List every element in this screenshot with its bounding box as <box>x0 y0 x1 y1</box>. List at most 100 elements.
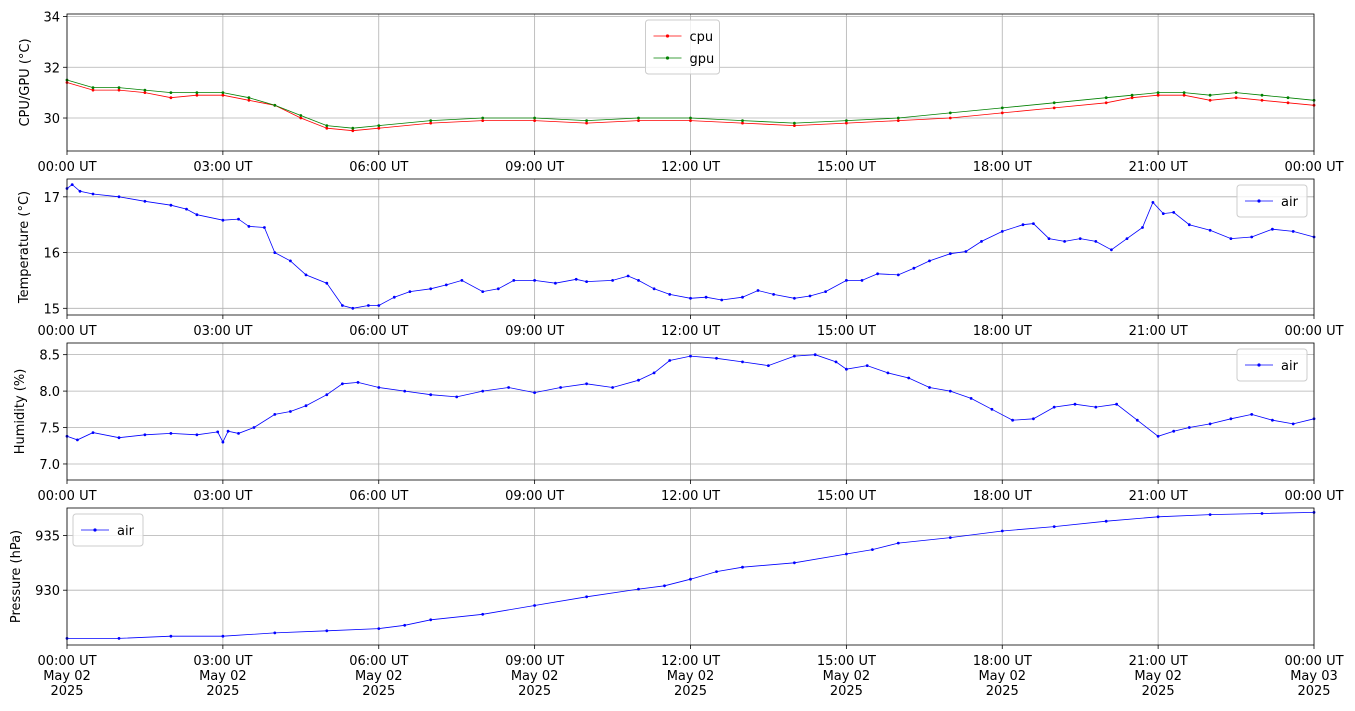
data-point-gpu <box>1286 96 1290 100</box>
data-point-gpu <box>299 114 303 117</box>
series-line-air <box>66 184 1315 309</box>
data-point-air <box>980 240 983 243</box>
data-point-air <box>377 304 381 307</box>
data-point-cpu <box>325 126 329 130</box>
data-point-air <box>948 536 952 539</box>
data-point-air <box>585 595 588 599</box>
data-point-air <box>865 364 869 367</box>
data-point-cpu <box>117 88 121 92</box>
data-point-air <box>720 298 724 302</box>
data-point-air <box>169 203 173 207</box>
data-point-air <box>403 389 407 393</box>
x-tick-label: 03:00 UT May 02 2025 <box>193 654 252 699</box>
data-point-air <box>289 259 292 263</box>
data-point-air <box>793 296 796 300</box>
data-point-air <box>304 404 308 408</box>
data-point-air <box>117 436 121 440</box>
data-point-cpu <box>481 119 485 122</box>
data-point-air <box>507 386 510 389</box>
data-point-air <box>76 438 79 442</box>
panel-pressure: 930 935 00:00 UT May 02 2025 03:00 UT May 02 20… <box>9 507 1344 699</box>
data-point-air <box>1115 402 1118 406</box>
y-tick-label: 30 <box>43 112 60 127</box>
x-tick-label: 06:00 UT <box>349 324 408 339</box>
data-point-air <box>455 395 459 399</box>
data-point-air <box>626 274 630 278</box>
data-point-air <box>1021 223 1025 227</box>
data-point-air <box>1094 405 1098 409</box>
data-point-cpu <box>429 121 433 125</box>
data-point-air <box>585 280 588 283</box>
series-cpu <box>65 81 1316 133</box>
data-point-air <box>247 225 251 228</box>
data-point-air <box>990 407 994 411</box>
x-tick-label: 18:00 UT <box>973 160 1032 175</box>
legend: air <box>72 513 144 547</box>
data-point-gpu <box>221 91 225 94</box>
data-point-air <box>969 397 973 400</box>
x-tick-label: 09:00 UT <box>505 160 564 175</box>
data-point-air <box>226 429 230 433</box>
data-point-air <box>169 634 173 638</box>
data-point-air <box>325 281 329 285</box>
legend-marker-gpu <box>665 56 670 60</box>
data-point-air <box>221 634 225 638</box>
data-point-air <box>663 584 666 588</box>
x-tick-label: 09:00 UT <box>505 324 564 339</box>
data-point-gpu <box>351 126 355 130</box>
panel-humidity: 7.0 7.5 8.0 8.5 00:00 UT 03:00 UT 06:00 UT 09:0… <box>13 342 1344 504</box>
data-point-air <box>1141 226 1144 229</box>
data-point-air <box>928 259 931 263</box>
data-point-cpu <box>1000 111 1004 115</box>
data-point-air <box>845 552 848 556</box>
legend-label-air: air <box>117 524 135 539</box>
data-point-air <box>767 364 770 367</box>
data-point-air <box>325 629 329 633</box>
data-point-gpu <box>247 96 251 100</box>
data-point-air <box>772 293 775 296</box>
x-tick-label: 12:00 UT <box>661 489 720 504</box>
legend-box <box>645 19 720 75</box>
x-tick-label: 06:00 UT <box>349 160 408 175</box>
data-point-air <box>1094 240 1098 243</box>
data-point-air <box>367 304 370 307</box>
data-point-air <box>907 376 911 380</box>
x-tick-label: 21:00 UT <box>1129 489 1188 504</box>
data-point-gpu <box>793 121 796 125</box>
data-point-air <box>392 295 396 299</box>
data-point-air <box>704 295 708 299</box>
data-point-gpu <box>117 86 121 89</box>
data-point-air <box>1172 429 1176 433</box>
data-point-cpu <box>896 119 900 122</box>
data-point-air <box>1291 230 1295 233</box>
data-point-air <box>1229 237 1233 241</box>
data-point-gpu <box>637 116 640 120</box>
data-point-air <box>216 430 220 434</box>
y-tick-label: 8.0 <box>39 385 60 400</box>
x-tick-label: 12:00 UT May 02 2025 <box>661 654 720 699</box>
y-tick-label: 7.0 <box>39 458 60 473</box>
data-point-air <box>221 218 225 222</box>
data-point-air <box>964 250 968 253</box>
data-point-gpu <box>1104 96 1108 100</box>
data-point-air <box>481 290 485 293</box>
x-tick-label: 18:00 UT <box>973 324 1032 339</box>
panel-cpu-gpu: 30 32 34 00:00 UT 03:00 UT 06:00 UT 09:00 UT 12… <box>18 11 1344 175</box>
data-point-air <box>444 283 448 287</box>
data-point-gpu <box>481 116 485 120</box>
data-point-air <box>1208 422 1212 426</box>
data-point-gpu <box>1260 93 1264 97</box>
data-point-air <box>1104 519 1108 523</box>
data-point-air <box>403 623 407 627</box>
x-tick-label: 15:00 UT May 02 2025 <box>817 654 876 699</box>
data-point-air <box>1135 418 1139 422</box>
data-point-gpu <box>1130 93 1134 97</box>
data-point-air <box>715 570 718 573</box>
legend: cpu gpu <box>645 19 720 75</box>
series-air <box>65 511 1316 640</box>
data-point-air <box>574 277 578 281</box>
data-point-air <box>1187 426 1191 429</box>
data-point-air <box>1161 212 1165 216</box>
y-tick-label: 930 <box>35 584 60 599</box>
data-point-cpu <box>299 116 303 120</box>
